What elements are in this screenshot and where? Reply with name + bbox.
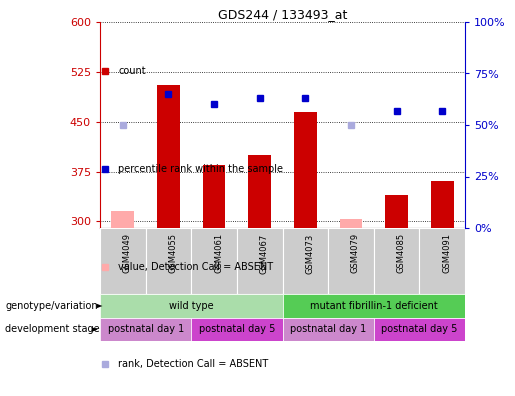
Bar xyxy=(111,211,134,228)
Bar xyxy=(328,228,374,294)
Bar xyxy=(283,228,328,294)
Text: GSM4085: GSM4085 xyxy=(397,233,406,273)
Text: GSM4061: GSM4061 xyxy=(214,233,223,273)
Text: postnatal day 1: postnatal day 1 xyxy=(290,324,366,335)
Bar xyxy=(374,318,465,341)
Bar xyxy=(100,228,146,294)
Text: postnatal day 5: postnatal day 5 xyxy=(381,324,457,335)
Text: genotype/variation: genotype/variation xyxy=(5,301,98,311)
Bar xyxy=(146,228,191,294)
Bar xyxy=(339,219,363,228)
Bar xyxy=(100,318,191,341)
Bar xyxy=(283,318,374,341)
Bar xyxy=(248,155,271,228)
Text: mutant fibrillin-1 deficient: mutant fibrillin-1 deficient xyxy=(310,301,438,311)
Bar xyxy=(203,165,226,228)
Text: count: count xyxy=(118,66,146,76)
Bar xyxy=(419,228,465,294)
Text: GSM4079: GSM4079 xyxy=(351,233,360,273)
Text: development stage: development stage xyxy=(5,324,100,335)
Text: percentile rank within the sample: percentile rank within the sample xyxy=(118,164,283,174)
Bar xyxy=(191,228,237,294)
Text: rank, Detection Call = ABSENT: rank, Detection Call = ABSENT xyxy=(118,359,268,369)
Bar xyxy=(374,228,419,294)
Bar xyxy=(385,195,408,228)
Bar xyxy=(100,294,283,318)
Text: GSM4091: GSM4091 xyxy=(442,233,451,273)
Text: GSM4067: GSM4067 xyxy=(260,233,269,274)
Bar xyxy=(294,112,317,228)
Text: GSM4055: GSM4055 xyxy=(168,233,178,273)
Text: postnatal day 5: postnatal day 5 xyxy=(199,324,275,335)
Bar xyxy=(237,228,283,294)
Text: value, Detection Call = ABSENT: value, Detection Call = ABSENT xyxy=(118,262,273,272)
Bar xyxy=(431,181,454,228)
Bar xyxy=(283,294,465,318)
Text: GSM4073: GSM4073 xyxy=(305,233,314,274)
Title: GDS244 / 133493_at: GDS244 / 133493_at xyxy=(218,8,347,21)
Text: GSM4049: GSM4049 xyxy=(123,233,132,273)
Text: postnatal day 1: postnatal day 1 xyxy=(108,324,184,335)
Text: wild type: wild type xyxy=(169,301,214,311)
Bar xyxy=(157,85,180,228)
Bar xyxy=(191,318,283,341)
